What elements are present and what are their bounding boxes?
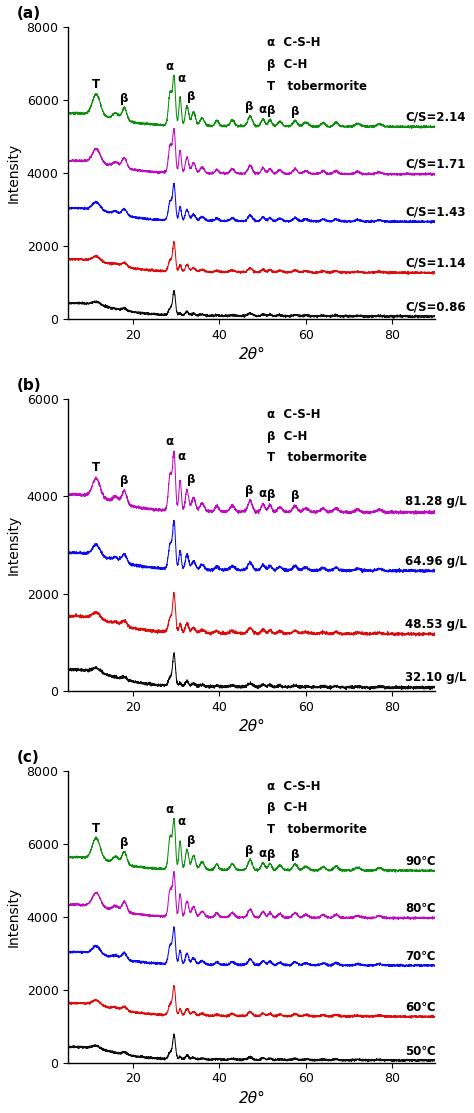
- Y-axis label: Intensity: Intensity: [7, 887, 21, 947]
- Text: 48.53 g/L: 48.53 g/L: [405, 618, 467, 631]
- Text: β  C-H: β C-H: [266, 801, 307, 815]
- Text: α  C-S-H: α C-S-H: [266, 779, 320, 792]
- Text: β: β: [120, 91, 128, 105]
- Text: T: T: [92, 461, 100, 474]
- Text: α  C-S-H: α C-S-H: [266, 407, 320, 421]
- Text: T   tobermorite: T tobermorite: [266, 79, 366, 92]
- Text: 32.10 g/L: 32.10 g/L: [405, 671, 466, 684]
- Y-axis label: Intensity: Intensity: [7, 514, 21, 575]
- Text: C/S=1.14: C/S=1.14: [405, 256, 465, 269]
- Text: β: β: [291, 489, 299, 502]
- Text: 81.28 g/L: 81.28 g/L: [405, 495, 467, 509]
- Text: β: β: [246, 844, 254, 857]
- Text: β: β: [291, 105, 299, 118]
- Text: α: α: [258, 847, 267, 860]
- Text: α: α: [166, 804, 174, 816]
- Text: α: α: [177, 815, 185, 828]
- Text: α: α: [258, 104, 267, 116]
- Text: T: T: [92, 821, 100, 835]
- Text: β: β: [120, 474, 128, 486]
- X-axis label: 2θ°: 2θ°: [238, 719, 265, 735]
- Text: α  C-S-H: α C-S-H: [266, 36, 320, 49]
- Text: 64.96 g/L: 64.96 g/L: [405, 554, 467, 568]
- Text: C/S=0.86: C/S=0.86: [405, 301, 466, 314]
- Text: C/S=1.43: C/S=1.43: [405, 206, 465, 218]
- Text: α: α: [166, 60, 174, 72]
- Text: T: T: [92, 78, 100, 91]
- Text: C/S=1.71: C/S=1.71: [405, 158, 465, 171]
- Text: β: β: [267, 487, 275, 501]
- Text: 50℃: 50℃: [405, 1044, 436, 1057]
- Text: β: β: [246, 100, 254, 114]
- Text: α: α: [177, 72, 185, 85]
- Text: β: β: [120, 836, 128, 849]
- Text: C/S=2.14: C/S=2.14: [405, 110, 465, 124]
- Y-axis label: Intensity: Intensity: [7, 142, 21, 203]
- Text: 80℃: 80℃: [405, 902, 436, 915]
- X-axis label: 2θ°: 2θ°: [238, 1091, 265, 1106]
- Text: (b): (b): [17, 378, 41, 393]
- Text: 60℃: 60℃: [405, 1001, 436, 1014]
- Text: β: β: [187, 473, 196, 486]
- Text: β: β: [267, 104, 275, 117]
- Text: (c): (c): [17, 750, 39, 765]
- Text: T   tobermorite: T tobermorite: [266, 452, 366, 464]
- Text: (a): (a): [17, 7, 41, 21]
- Text: β: β: [246, 483, 254, 496]
- Text: β: β: [187, 834, 196, 847]
- Text: β: β: [291, 848, 299, 861]
- Text: β  C-H: β C-H: [266, 430, 307, 443]
- Text: 90℃: 90℃: [405, 856, 436, 868]
- Text: 70℃: 70℃: [405, 949, 436, 963]
- Text: α: α: [166, 435, 174, 449]
- Text: β  C-H: β C-H: [266, 58, 307, 70]
- Text: β: β: [267, 848, 275, 860]
- X-axis label: 2θ°: 2θ°: [238, 347, 265, 362]
- Text: β: β: [187, 90, 196, 104]
- Text: α: α: [258, 487, 267, 501]
- Text: T   tobermorite: T tobermorite: [266, 824, 366, 836]
- Text: α: α: [177, 451, 185, 463]
